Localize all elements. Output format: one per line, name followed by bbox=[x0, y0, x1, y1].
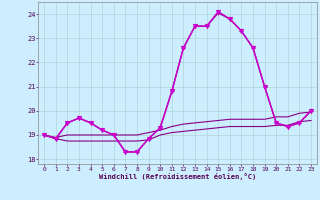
X-axis label: Windchill (Refroidissement éolien,°C): Windchill (Refroidissement éolien,°C) bbox=[99, 173, 256, 180]
